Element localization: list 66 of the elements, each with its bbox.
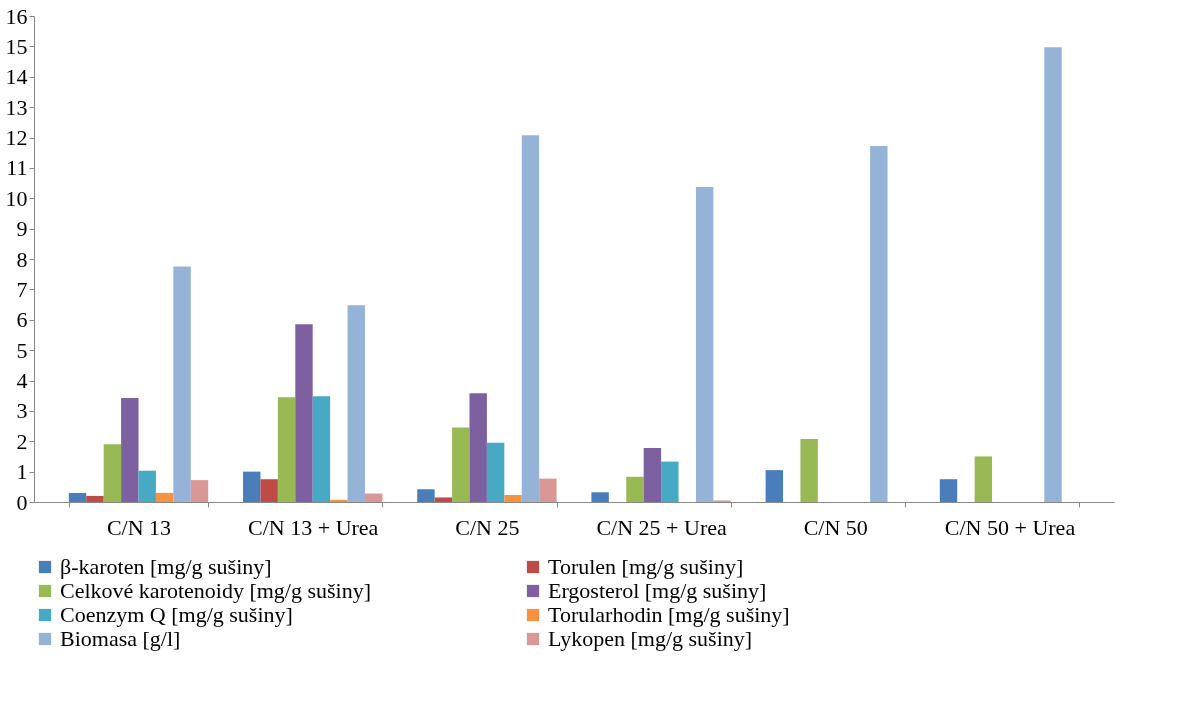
bar xyxy=(939,479,958,502)
y-tick-label: 10 xyxy=(5,185,28,211)
y-tick-label: 7 xyxy=(16,276,28,302)
bar xyxy=(68,492,87,502)
bar xyxy=(452,427,470,502)
bar xyxy=(103,444,122,502)
bar xyxy=(138,470,156,502)
bar xyxy=(155,492,174,502)
legend-label: Coenzym Q [mg/g sušiny] xyxy=(60,602,293,627)
x-tick-label: C/N 13 xyxy=(106,514,172,540)
bar xyxy=(469,393,487,502)
bar xyxy=(643,447,662,502)
bar xyxy=(521,135,540,502)
bar xyxy=(190,480,209,502)
legend-label: Torularhodin [mg/g sušiny] xyxy=(548,602,790,627)
legend-label: Biomasa [g/l] xyxy=(60,626,181,651)
y-tick-label: 0 xyxy=(16,489,28,515)
bar xyxy=(260,479,278,502)
bar xyxy=(486,442,505,502)
y-tick-label: 8 xyxy=(16,246,28,272)
bar xyxy=(765,470,784,502)
x-tick-label: C/N 25 + Urea xyxy=(596,514,727,540)
y-tick-label: 13 xyxy=(5,94,28,120)
legend-label: Ergosterol [mg/g sušiny] xyxy=(548,578,767,603)
x-tick-label: C/N 50 + Urea xyxy=(944,514,1076,540)
bar xyxy=(173,266,191,502)
y-tick-label: 1 xyxy=(16,459,28,485)
legend-label: Torulen [mg/g sušiny] xyxy=(548,554,744,579)
bar xyxy=(661,461,679,502)
legend-label: Celkové karotenoidy [mg/g sušiny] xyxy=(60,578,372,603)
y-tick-label: 16 xyxy=(5,3,28,29)
y-tick-label: 11 xyxy=(6,155,28,181)
x-tick-label: C/N 25 xyxy=(455,514,520,540)
y-tick-label: 12 xyxy=(5,125,28,150)
bar xyxy=(364,493,383,502)
bar xyxy=(277,397,296,502)
legend-label: Lykopen [mg/g sušiny] xyxy=(548,626,753,651)
y-tick-label: 15 xyxy=(5,33,28,59)
bar xyxy=(243,471,261,502)
bar xyxy=(86,495,104,502)
y-tick-label: 14 xyxy=(5,64,28,90)
bar xyxy=(626,476,644,502)
bar xyxy=(539,478,557,502)
bar xyxy=(591,492,609,502)
bar xyxy=(312,396,331,502)
bar xyxy=(417,489,435,502)
bar xyxy=(121,398,139,502)
y-tick-label: 4 xyxy=(16,368,28,393)
x-tick-label: C/N 13 + Urea xyxy=(248,514,379,540)
bar xyxy=(1044,47,1062,502)
bar xyxy=(504,495,522,502)
bar xyxy=(347,305,365,502)
bar xyxy=(330,499,348,502)
bar xyxy=(295,324,313,502)
bar xyxy=(974,456,993,502)
bar xyxy=(800,439,818,502)
y-tick-label: 2 xyxy=(16,428,28,454)
y-tick-label: 3 xyxy=(16,398,28,424)
y-tick-label: 6 xyxy=(16,307,28,333)
y-tick-label: 9 xyxy=(16,216,28,242)
x-tick-label: C/N 50 xyxy=(803,514,868,540)
bar xyxy=(695,187,714,502)
legend-label: β-karoten [mg/g sušiny] xyxy=(60,554,272,579)
y-tick-label: 5 xyxy=(16,337,28,363)
bar xyxy=(434,497,453,502)
bar xyxy=(870,146,888,502)
